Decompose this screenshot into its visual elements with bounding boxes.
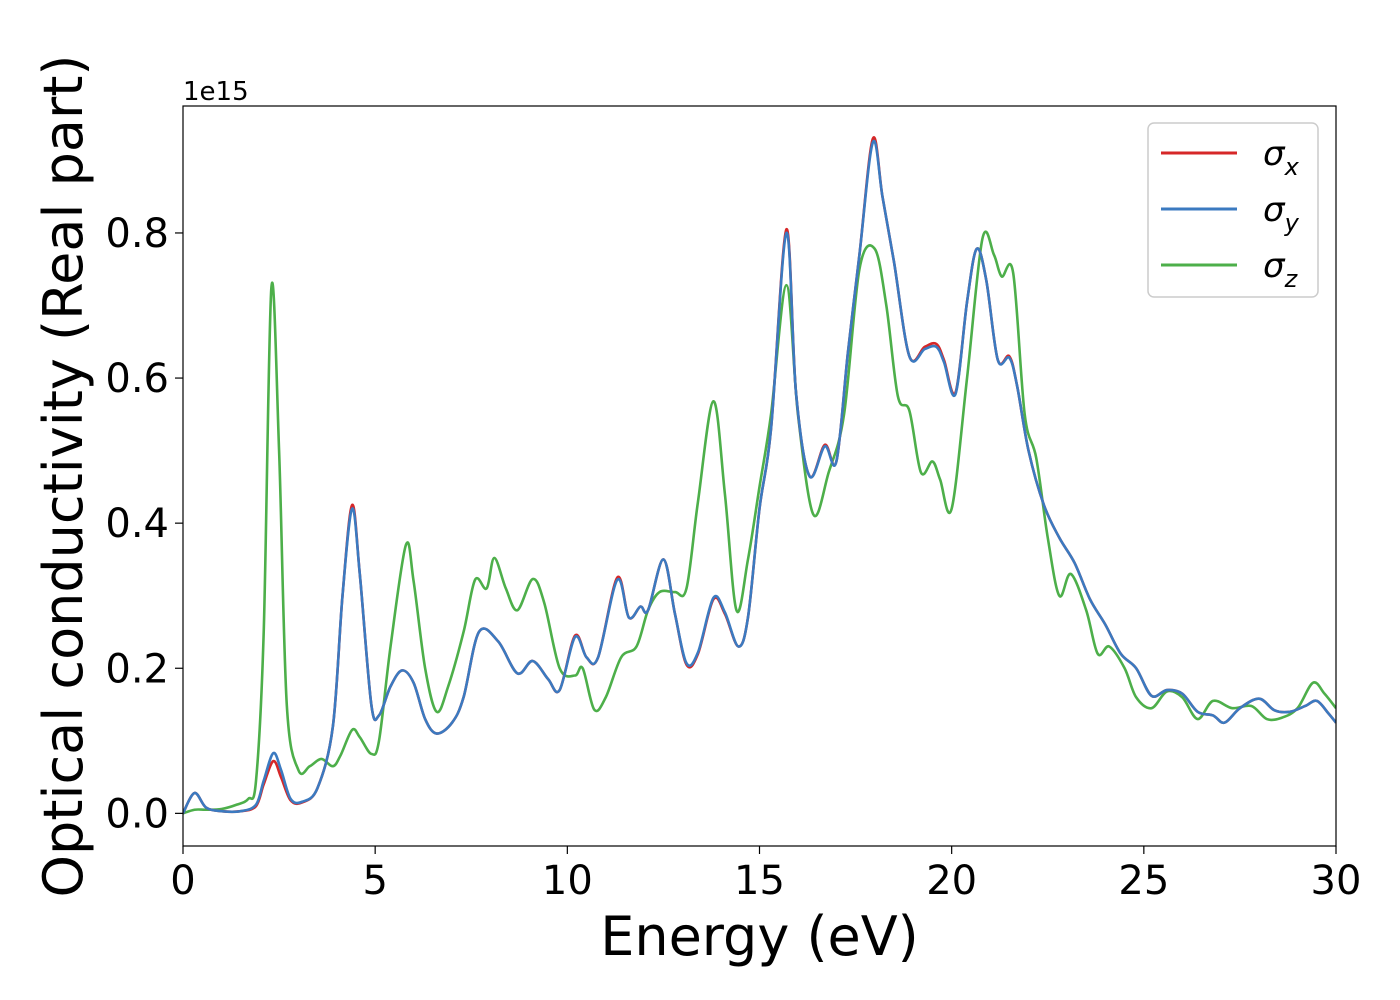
y-tick-label: 0.6 (105, 356, 169, 402)
y-tick-label: 0.0 (105, 791, 169, 837)
y-tick-label: 0.8 (105, 211, 169, 257)
y-axis-title: Optical conductivity (Real part) (32, 55, 95, 898)
legend-subscript: y (1284, 209, 1300, 237)
x-tick-label: 5 (362, 858, 387, 904)
plot-background (183, 106, 1336, 846)
x-tick-label: 0 (170, 858, 195, 904)
y-tick-label: 0.2 (105, 646, 169, 692)
series-line-sigma-y (183, 139, 1336, 814)
y-offset-label: 1e15 (183, 77, 249, 107)
legend-symbol: σ (1263, 190, 1286, 230)
x-tick-label: 20 (926, 858, 977, 904)
legend-subscript: x (1284, 153, 1300, 181)
x-tick-label: 30 (1311, 858, 1362, 904)
legend-label-sigma-z: σz (1263, 246, 1299, 293)
y-tick-label: 0.4 (105, 501, 169, 547)
x-axis-ticks: 0 5 10 15 20 25 30 (170, 846, 1361, 904)
legend-label-sigma-y: σy (1263, 190, 1300, 237)
series-line-sigma-z (183, 230, 1336, 815)
legend-symbol: σ (1263, 246, 1286, 286)
legend-subscript: z (1284, 265, 1299, 293)
x-tick-label: 15 (734, 858, 785, 904)
y-axis-ticks: 0.0 0.2 0.4 0.6 0.8 (105, 211, 183, 837)
x-tick-label: 10 (542, 858, 593, 904)
x-tick-label: 25 (1118, 858, 1169, 904)
series-layer (183, 136, 1336, 815)
legend-symbol: σ (1263, 134, 1286, 174)
x-axis-title: Energy (eV) (600, 905, 919, 968)
legend-label-sigma-x: σx (1263, 134, 1300, 181)
